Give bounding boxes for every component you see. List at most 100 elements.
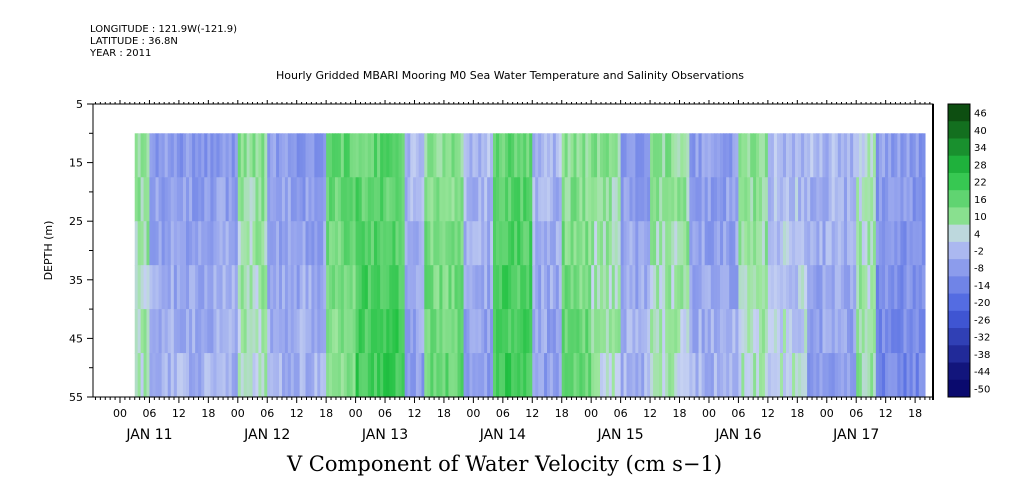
heatmap-cell bbox=[588, 353, 592, 398]
heatmap-cell bbox=[252, 177, 257, 222]
heatmap-cell bbox=[302, 221, 307, 266]
heatmap-cell bbox=[478, 221, 482, 266]
heatmap-cell bbox=[451, 353, 456, 398]
heatmap-cell bbox=[659, 177, 663, 222]
heatmap-cell bbox=[894, 133, 898, 178]
heatmap-cell bbox=[182, 221, 187, 266]
heatmap-cell bbox=[267, 353, 271, 398]
heatmap-cell bbox=[413, 309, 417, 354]
heatmap-cell bbox=[367, 133, 372, 178]
heatmap-cell bbox=[535, 133, 539, 178]
heatmap-cell bbox=[859, 177, 863, 222]
heatmap-cell bbox=[641, 265, 645, 310]
heatmap-cell bbox=[179, 353, 184, 398]
heatmap-cell bbox=[430, 221, 434, 266]
heatmap-cell bbox=[361, 221, 366, 266]
heatmap-cell bbox=[228, 177, 233, 222]
heatmap-cell bbox=[623, 221, 628, 266]
heatmap-cell bbox=[355, 353, 360, 398]
heatmap-cell bbox=[816, 353, 821, 398]
heatmap-cell bbox=[430, 177, 434, 222]
heatmap-cell bbox=[591, 309, 595, 354]
heatmap-cell bbox=[152, 265, 157, 310]
heatmap-cell bbox=[843, 133, 848, 178]
heatmap-cell bbox=[897, 309, 901, 354]
heatmap-cell bbox=[713, 177, 718, 222]
heatmap-cell bbox=[770, 133, 775, 178]
heatmap-cell bbox=[591, 221, 595, 266]
heatmap-cell bbox=[240, 133, 245, 178]
heatmap-cell bbox=[222, 353, 227, 398]
heatmap-cell bbox=[859, 309, 863, 354]
heatmap-cell bbox=[499, 133, 503, 178]
heatmap-cell bbox=[442, 177, 447, 222]
heatmap-cell bbox=[343, 177, 348, 222]
heatmap-cell bbox=[296, 133, 301, 178]
heatmap-cell bbox=[234, 265, 239, 310]
heatmap-cell bbox=[535, 177, 539, 222]
heatmap-cell bbox=[228, 309, 233, 354]
heatmap-cell bbox=[873, 309, 877, 354]
heatmap-cell bbox=[493, 265, 497, 310]
heatmap-cell bbox=[816, 309, 821, 354]
heatmap-cell bbox=[864, 265, 869, 310]
heatmap-cell bbox=[329, 133, 333, 178]
heatmap-cell bbox=[831, 309, 836, 354]
heatmap-cell bbox=[698, 353, 703, 398]
heatmap-cell bbox=[614, 265, 619, 310]
heatmap-cell bbox=[674, 353, 678, 398]
heatmap-cell bbox=[732, 177, 736, 222]
heatmap-cell bbox=[192, 177, 196, 222]
heatmap-cell bbox=[840, 133, 845, 178]
heatmap-cell bbox=[602, 353, 607, 398]
heatmap-cell bbox=[201, 265, 205, 310]
heatmap-cell bbox=[582, 309, 586, 354]
heatmap-cell bbox=[723, 177, 727, 222]
heatmap-cell bbox=[137, 353, 142, 398]
heatmap-cell bbox=[792, 221, 796, 266]
heatmap-cell bbox=[370, 133, 375, 178]
colorbar-label: -32 bbox=[974, 333, 990, 344]
heatmap-cell bbox=[299, 309, 304, 354]
heatmap-cell bbox=[605, 309, 610, 354]
heatmap-cell bbox=[759, 309, 763, 354]
heatmap-cell bbox=[720, 133, 724, 178]
heatmap-cell bbox=[921, 221, 926, 266]
heatmap-cell bbox=[853, 177, 857, 222]
heatmap-cell bbox=[677, 353, 681, 398]
heatmap-cell bbox=[526, 133, 530, 178]
heatmap-cell bbox=[472, 133, 476, 178]
heatmap-cell bbox=[653, 309, 657, 354]
heatmap-cell bbox=[255, 265, 259, 310]
heatmap-cell bbox=[373, 265, 378, 310]
heatmap-cell bbox=[514, 177, 518, 222]
heatmap-cell bbox=[377, 353, 381, 398]
heatmap-cell bbox=[585, 221, 589, 266]
heatmap-cell bbox=[293, 353, 298, 398]
heatmap-cell bbox=[795, 265, 799, 310]
heatmap-cell bbox=[267, 309, 271, 354]
colorbar-label: 28 bbox=[974, 160, 987, 171]
heatmap-cell bbox=[677, 221, 681, 266]
heatmap-cell bbox=[216, 221, 221, 266]
heatmap-cell bbox=[392, 309, 397, 354]
heatmap-cell bbox=[146, 265, 151, 310]
heatmap-cell bbox=[825, 177, 830, 222]
heatmap-cell bbox=[668, 221, 672, 266]
heatmap-cell bbox=[764, 265, 769, 310]
heatmap-cell bbox=[487, 309, 491, 354]
heatmap-cell bbox=[567, 309, 572, 354]
heatmap-cell bbox=[430, 309, 434, 354]
heatmap-cell bbox=[517, 353, 521, 398]
heatmap-cell bbox=[582, 177, 586, 222]
heatmap-cell bbox=[747, 177, 751, 222]
heatmap-cell bbox=[249, 221, 254, 266]
heatmap-cell bbox=[234, 177, 239, 222]
heatmap-cell bbox=[346, 221, 351, 266]
heatmap-cell bbox=[149, 221, 154, 266]
heatmap-cell bbox=[735, 177, 740, 222]
heatmap-cell bbox=[875, 221, 880, 266]
heatmap-cell bbox=[641, 133, 645, 178]
heatmap-cell bbox=[343, 265, 348, 310]
heatmap-cell bbox=[514, 221, 518, 266]
